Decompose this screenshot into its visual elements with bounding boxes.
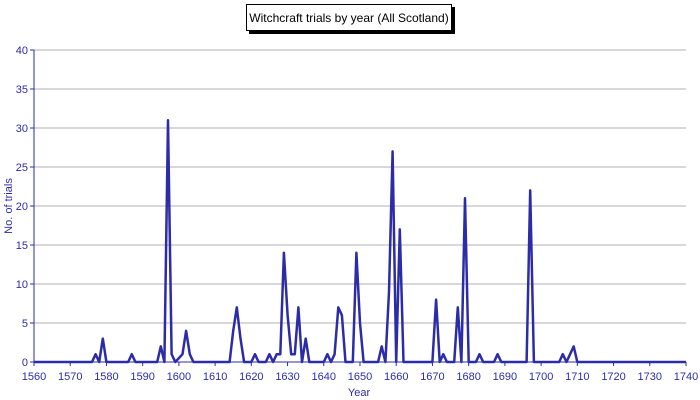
x-tick-label: 1730 (638, 371, 662, 383)
x-tick-label: 1570 (58, 371, 82, 383)
y-tick-label: 30 (16, 123, 28, 135)
x-axis-title: Year (348, 387, 371, 399)
x-tick-label: 1650 (348, 371, 372, 383)
gridlines (34, 49, 686, 324)
x-tick-label: 1560 (22, 371, 46, 383)
y-tick-label: 5 (22, 318, 28, 330)
x-tick-label: 1580 (94, 371, 118, 383)
x-tick-label: 1660 (384, 371, 408, 383)
y-tick-label: 35 (16, 84, 28, 96)
x-tick-label: 1670 (420, 371, 444, 383)
chart-title: Witchcraft trials by year (All Scotland) (246, 4, 452, 31)
y-tick-label: 25 (16, 162, 28, 174)
x-tick-label: 1620 (239, 371, 263, 383)
chart-title-text: Witchcraft trials by year (All Scotland) (249, 10, 449, 25)
x-tick-label: 1630 (275, 371, 299, 383)
x-tick-label: 1600 (167, 371, 191, 383)
y-tick-label: 0 (22, 357, 28, 369)
x-tick-label: 1610 (203, 371, 227, 383)
x-tick-label: 1680 (456, 371, 480, 383)
axes: 0 5 10 15 20 25 30 35 40 1560 1570 1580 1590 1600 1610… (16, 45, 698, 383)
y-tick-label: 20 (16, 201, 28, 213)
x-tick-label: 1640 (312, 371, 336, 383)
x-tick-label: 1700 (529, 371, 553, 383)
x-tick-label: 1740 (674, 371, 698, 383)
series-line (34, 118, 686, 364)
x-tick-label: 1710 (565, 371, 589, 383)
y-axis-title: No. of trials (3, 178, 15, 234)
y-tick-label: 10 (16, 279, 28, 291)
x-tick-label: 1590 (130, 371, 154, 383)
x-tick-label: 1690 (493, 371, 517, 383)
y-tick-label: 15 (16, 240, 28, 252)
x-tick-label: 1720 (601, 371, 625, 383)
y-tick-label: 40 (16, 45, 28, 57)
series-layer (33, 118, 687, 364)
